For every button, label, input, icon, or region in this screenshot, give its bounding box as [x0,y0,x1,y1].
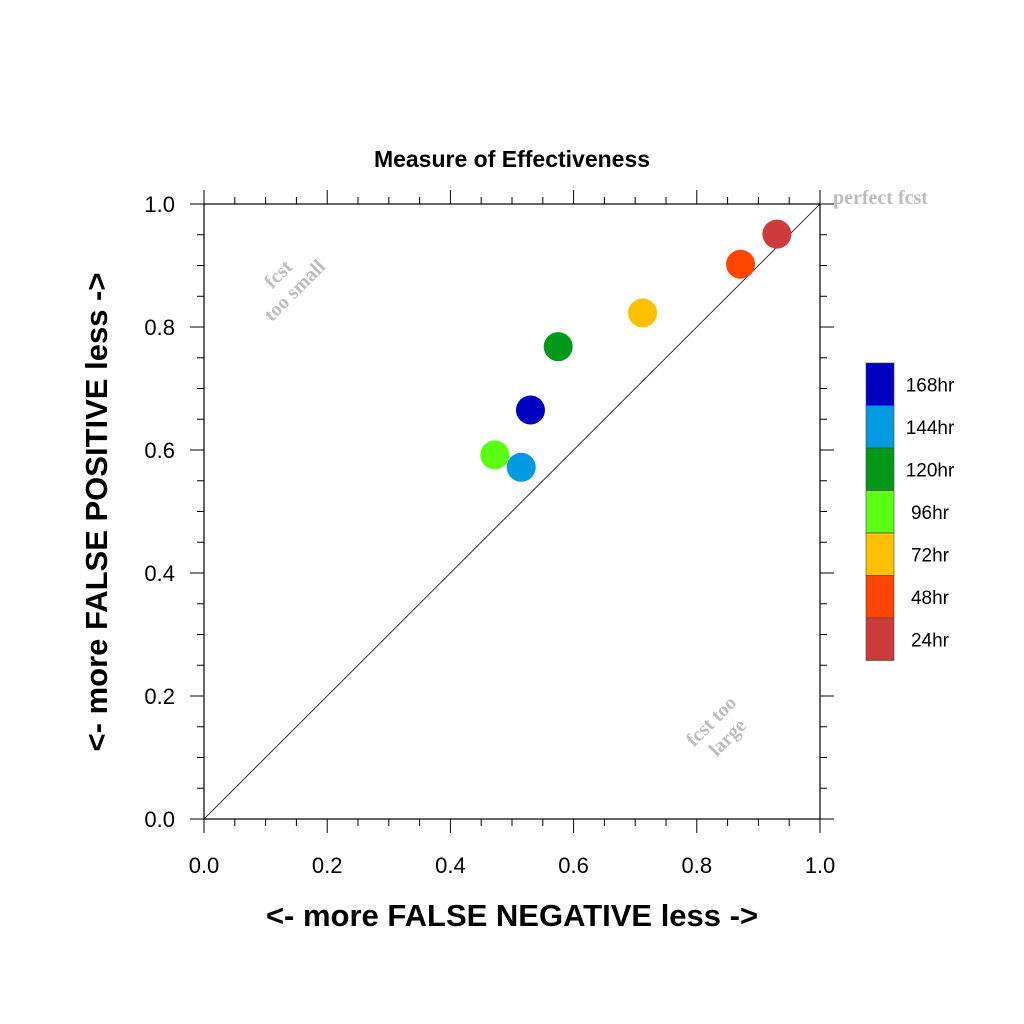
annotation-fcst-too-large: fcst too large [682,692,751,761]
tick-labels: 0.0 0.2 0.4 0.6 0.8 1.0 0.0 0.2 0.4 0.6 0.8 1.0 [144,192,835,878]
ticks [190,190,834,833]
legend-swatch-48hr [865,575,895,619]
x-tick-label: 1.0 [805,853,836,878]
y-tick-label: 0.0 [144,807,175,832]
x-tick-label: 0.6 [558,853,589,878]
y-tick-label: 0.2 [144,684,175,709]
y-tick-label: 0.6 [144,438,175,463]
y-tick-label: 0.4 [144,561,175,586]
x-tick-label: 0.8 [682,853,713,878]
x-axis-title: <- more FALSE NEGATIVE less -> [266,898,758,933]
annotation-fcst-too-small: fcst too small [260,255,330,325]
data-point-120hr [543,332,573,362]
x-tick-label: 0.0 [189,853,220,878]
legend: 168hr 144hr 120hr 96hr 72hr 48hr 24hr [865,362,955,661]
data-points [480,219,792,482]
legend-swatch-72hr [865,532,895,576]
legend-label-96hr: 96hr [911,503,950,524]
legend-label-48hr: 48hr [911,588,950,609]
legend-label-168hr: 168hr [906,375,955,396]
legend-label-24hr: 24hr [911,630,950,651]
y-tick-label: 0.8 [144,315,175,340]
legend-swatch-168hr [865,362,895,406]
data-point-168hr [515,395,545,425]
legend-swatch-96hr [865,490,895,534]
data-point-24hr [762,219,792,249]
legend-swatch-120hr [865,447,895,491]
chart-title: Measure of Effectiveness [374,146,650,172]
y-tick-label: 1.0 [144,192,175,217]
data-point-72hr [628,298,658,328]
legend-label-144hr: 144hr [906,418,955,439]
reference-diagonal-line [203,203,821,820]
legend-swatch-144hr [865,405,895,449]
plot-frame [203,203,821,820]
x-tick-label: 0.4 [435,853,466,878]
legend-label-72hr: 72hr [911,545,950,566]
data-point-48hr [726,249,756,279]
legend-swatch-24hr [865,617,895,661]
x-tick-label: 0.2 [312,853,343,878]
annotation-perfect-fcst: perfect fcst [833,187,928,209]
data-point-144hr [506,452,536,482]
data-point-96hr [480,440,510,470]
legend-label-120hr: 120hr [906,460,955,481]
y-axis-title: <- more FALSE POSITIVE less -> [79,273,114,752]
